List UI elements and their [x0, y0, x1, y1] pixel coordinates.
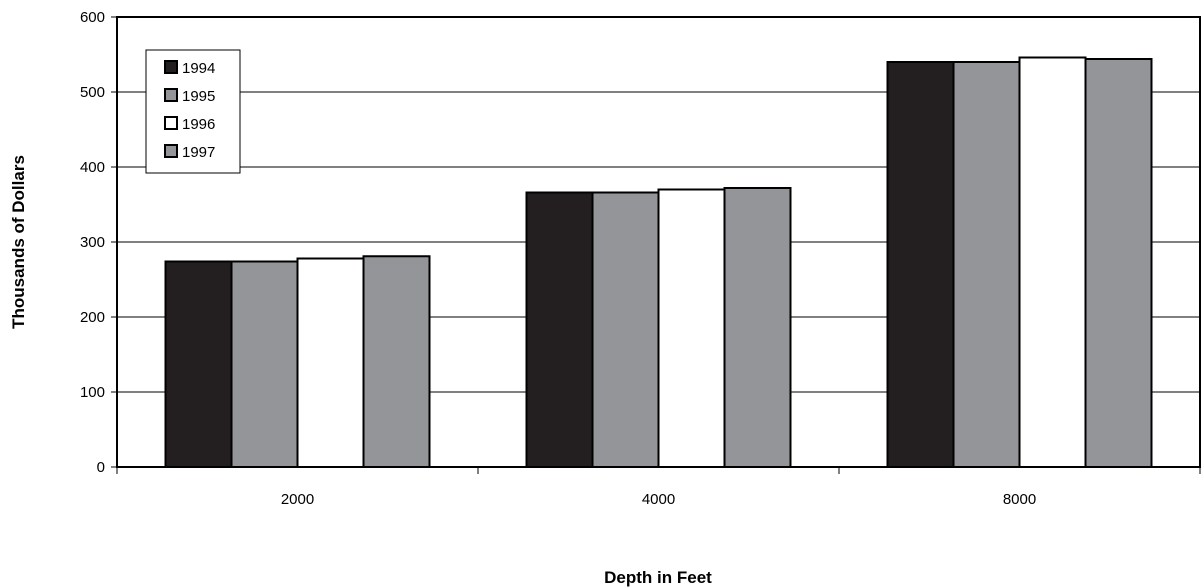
bar-1995-8000	[952, 61, 1021, 468]
legend-swatch-1996	[164, 116, 178, 130]
legend-swatch-1995	[164, 88, 178, 102]
y-tick-label: 400	[80, 159, 105, 176]
y-tick-label: 500	[80, 84, 105, 101]
bar-1994-2000	[164, 260, 233, 468]
bar-1994-8000	[886, 61, 955, 468]
y-axis-ticks: 0 100 200 300 400 500 600	[80, 9, 117, 476]
y-axis-title: Thousands of Dollars	[9, 155, 28, 329]
legend-swatch-1997	[164, 144, 178, 158]
x-tick-label: 4000	[642, 491, 675, 508]
y-tick-label: 300	[80, 234, 105, 251]
y-tick-label: 200	[80, 309, 105, 326]
legend-label-1997: 1997	[182, 144, 215, 161]
legend-label-1995: 1995	[182, 88, 215, 105]
bar-1997-8000	[1084, 58, 1153, 468]
x-tick-label: 2000	[281, 491, 314, 508]
bar-1996-8000	[1018, 56, 1087, 468]
legend: 1994 1995 1996 1997	[145, 49, 241, 174]
bars	[164, 56, 1153, 468]
bar-1996-2000	[296, 257, 365, 468]
bar-1997-4000	[723, 187, 792, 468]
legend-label-1996: 1996	[182, 116, 215, 133]
bar-1997-2000	[362, 255, 431, 468]
y-tick-label: 100	[80, 384, 105, 401]
y-tick-label: 600	[80, 9, 105, 26]
y-tick-label: 0	[97, 459, 105, 476]
bar-1996-4000	[657, 188, 726, 468]
x-tick-label: 8000	[1003, 491, 1036, 508]
legend-box	[145, 49, 241, 174]
x-axis-ticks: 2000 4000 8000	[116, 467, 1201, 508]
legend-label-1994: 1994	[182, 60, 215, 77]
x-axis-title: Depth in Feet	[604, 568, 712, 587]
legend-swatch-1994	[164, 60, 178, 74]
bar-1994-4000	[525, 191, 594, 468]
bar-1995-4000	[591, 191, 660, 468]
bar-1995-2000	[230, 260, 299, 468]
